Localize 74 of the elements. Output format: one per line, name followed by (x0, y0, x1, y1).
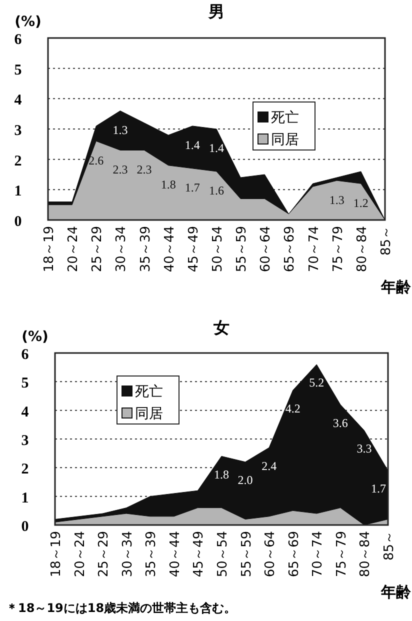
y-tick-label: 5 (21, 376, 29, 392)
y-tick-label: 1 (21, 490, 29, 506)
x-tick-label: 85～ (379, 226, 394, 256)
x-tick-label: 30～34 (120, 531, 136, 578)
data-label: 1.4 (184, 138, 200, 152)
y-tick-label: 3 (14, 123, 22, 139)
data-label: 4.2 (285, 401, 300, 416)
legend-label: 死亡 (271, 110, 299, 126)
data-label: 1.7 (184, 180, 200, 195)
x-tick-label: 60～64 (263, 531, 278, 578)
x-tick-label: 45～49 (186, 226, 202, 272)
y-tick-label: 1 (14, 184, 22, 200)
y-tick-label: 0 (14, 214, 22, 230)
x-tick-label: 50～54 (216, 531, 230, 578)
x-tick-label: 35～39 (144, 531, 160, 578)
x-tick-label: 55～59 (239, 531, 254, 578)
data-label: 5.2 (309, 376, 324, 390)
data-label: 1.4 (209, 141, 224, 156)
data-label: 2.3 (112, 162, 128, 176)
data-label: 3.3 (356, 442, 372, 456)
y-tick-label: 4 (14, 92, 22, 109)
x-tick-label: 18～19 (49, 531, 64, 578)
x-tick-label: 40～44 (168, 531, 183, 578)
data-label: 3.6 (332, 416, 348, 430)
text: ＊18～19には18歳未満の世帯主も含む。 (6, 601, 236, 615)
x-tick-label: 35～39 (138, 226, 154, 272)
x-tick-label: 30～34 (114, 226, 130, 272)
x-tick-label: 40～44 (162, 226, 178, 272)
y-axis-title: (%) (22, 329, 48, 345)
data-label: 2.0 (238, 473, 253, 488)
x-tick-label: 25～29 (96, 531, 112, 578)
data-label: 2.4 (262, 458, 277, 473)
chart-title: 男 (208, 2, 224, 21)
x-axis-title: 年齢 (380, 278, 412, 296)
data-label: 2.3 (136, 162, 152, 176)
data-label: 1.2 (353, 196, 368, 210)
y-tick-label: 0 (21, 519, 29, 535)
y-tick-label: 6 (21, 347, 30, 363)
y-tick-label: 3 (21, 433, 29, 449)
data-label: 1.8 (214, 467, 229, 482)
x-tick-label: 85～ (382, 531, 397, 561)
x-tick-label: 20～24 (66, 226, 82, 272)
y-tick-label: 2 (21, 462, 29, 478)
y-axis-title: (%) (14, 14, 42, 30)
data-label: 1.3 (329, 192, 344, 207)
x-tick-label: 65～69 (286, 531, 302, 578)
data-label: 1.7 (371, 482, 386, 496)
y-tick-label: 6 (14, 32, 22, 48)
y-tick-label: 2 (14, 153, 22, 170)
legend-label: 同居 (135, 406, 163, 422)
x-tick-label: 18～19 (42, 226, 57, 272)
x-tick-label: 50～54 (210, 226, 226, 272)
data-label: 1.8 (160, 178, 176, 192)
x-tick-label: 75～79 (330, 226, 346, 272)
x-tick-label: 80～84 (354, 226, 370, 272)
x-tick-label: 75～79 (334, 531, 350, 578)
x-tick-label: 80～84 (358, 531, 374, 578)
x-tick-label: 65～69 (282, 226, 298, 272)
x-tick-label: 45～49 (192, 531, 207, 578)
legend-label: 同居 (271, 132, 299, 148)
legend-label: 死亡 (135, 384, 163, 400)
x-tick-label: 70～74 (306, 226, 322, 272)
x-tick-label: 70～74 (310, 531, 326, 578)
y-tick-label: 5 (14, 62, 22, 78)
x-tick-label: 60～64 (258, 226, 274, 272)
data-label: 1.6 (209, 184, 224, 198)
data-label: 2.6 (88, 153, 104, 168)
x-tick-label: 20～24 (72, 531, 88, 578)
y-tick-label: 4 (21, 404, 30, 420)
chart-title: 女 (212, 318, 230, 337)
x-tick-label: 55～59 (234, 226, 250, 272)
data-label: 1.3 (112, 123, 128, 137)
x-axis-title: 年齢 (380, 583, 412, 601)
x-tick-label: 25～29 (90, 226, 106, 272)
